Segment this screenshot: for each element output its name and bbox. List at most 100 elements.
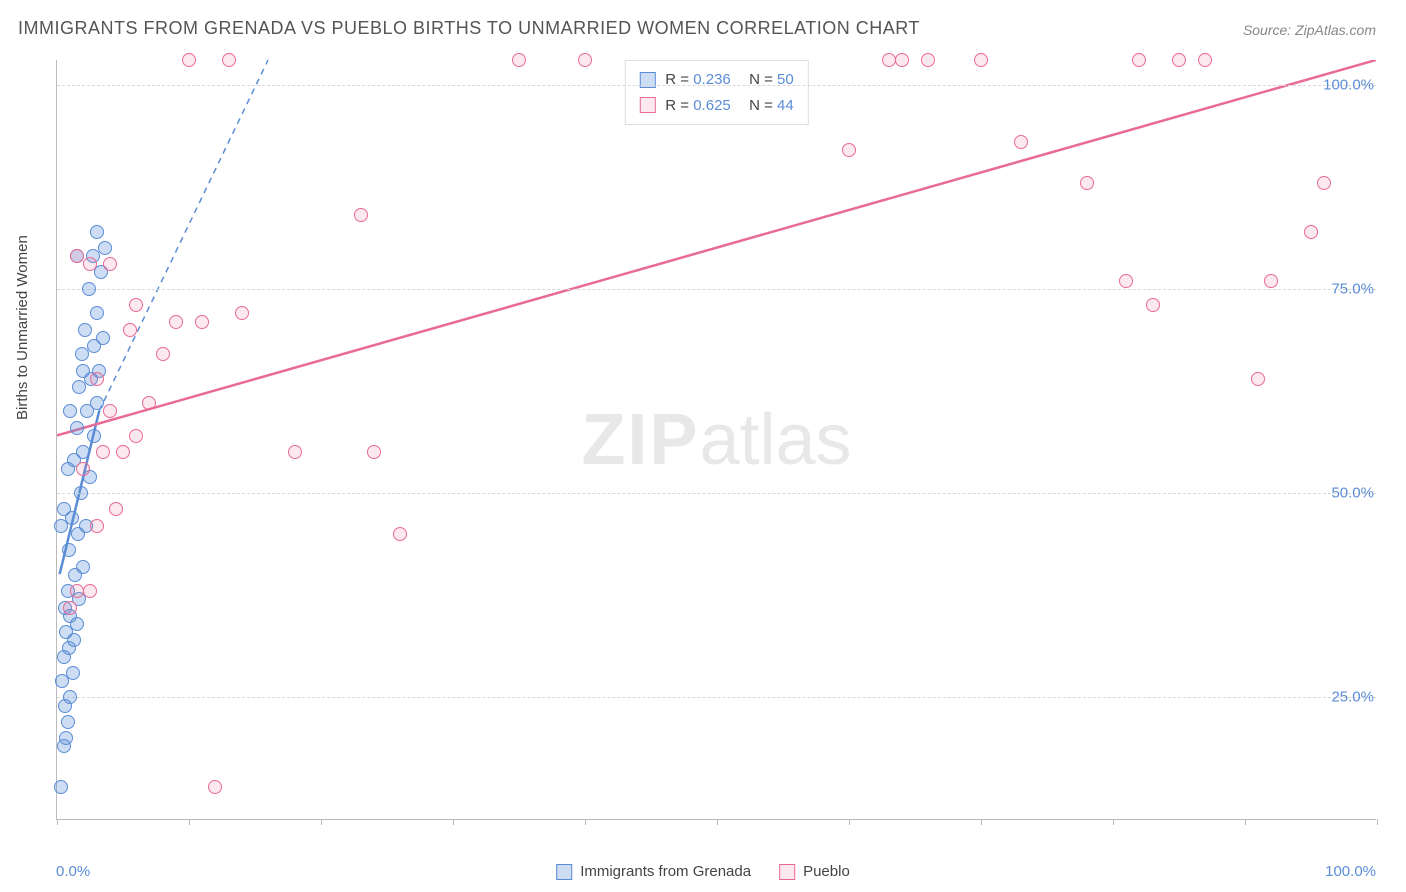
data-point [90, 396, 104, 410]
data-point [1119, 274, 1133, 288]
r-value-pink: 0.625 [693, 97, 731, 114]
data-point [63, 404, 77, 418]
data-point [76, 560, 90, 574]
data-point [98, 241, 112, 255]
data-point [103, 404, 117, 418]
data-point [974, 53, 988, 67]
gridline [57, 493, 1376, 494]
data-point [76, 462, 90, 476]
data-point [895, 53, 909, 67]
data-point [578, 53, 592, 67]
xtick [189, 819, 190, 825]
stats-row-pink: R = 0.625 N = 44 [639, 93, 793, 119]
data-point [54, 780, 68, 794]
data-point [63, 690, 77, 704]
data-point [393, 527, 407, 541]
data-point [87, 429, 101, 443]
data-point [288, 445, 302, 459]
data-point [90, 306, 104, 320]
gridline [57, 289, 1376, 290]
data-point [1264, 274, 1278, 288]
data-point [921, 53, 935, 67]
data-point [109, 502, 123, 516]
swatch-pink-icon [639, 97, 655, 113]
n-label-blue: N = 50 [741, 67, 794, 93]
ytick-label: 50.0% [1331, 485, 1374, 502]
data-point [512, 53, 526, 67]
watermark-bold: ZIP [581, 400, 699, 480]
data-point [90, 372, 104, 386]
data-point [1080, 176, 1094, 190]
xtick [57, 819, 58, 825]
data-point [82, 282, 96, 296]
n-label-pink: N = 44 [741, 93, 794, 119]
legend-item-blue: Immigrants from Grenada [556, 863, 751, 880]
data-point [83, 584, 97, 598]
data-point [76, 364, 90, 378]
data-point [61, 715, 75, 729]
data-point [54, 519, 68, 533]
gridline [57, 85, 1376, 86]
legend-swatch-blue-icon [556, 864, 572, 880]
xtick [717, 819, 718, 825]
bottom-legend: Immigrants from Grenada Pueblo [556, 863, 850, 880]
data-point [195, 315, 209, 329]
y-axis-label: Births to Unmarried Women [14, 235, 31, 420]
data-point [57, 502, 71, 516]
data-point [129, 429, 143, 443]
data-point [156, 347, 170, 361]
data-point [882, 53, 896, 67]
data-point [96, 445, 110, 459]
data-point [61, 462, 75, 476]
data-point [222, 53, 236, 67]
data-point [1146, 298, 1160, 312]
watermark: ZIPatlas [581, 399, 851, 481]
data-point [235, 306, 249, 320]
data-point [96, 331, 110, 345]
data-point [76, 445, 90, 459]
data-point [123, 323, 137, 337]
data-point [103, 257, 117, 271]
data-point [169, 315, 183, 329]
data-point [78, 323, 92, 337]
data-point [90, 519, 104, 533]
data-point [1132, 53, 1146, 67]
legend-label-pink: Pueblo [803, 863, 850, 880]
legend-swatch-pink-icon [779, 864, 795, 880]
xtick-label-0: 0.0% [56, 863, 90, 880]
stats-row-blue: R = 0.236 N = 50 [639, 67, 793, 93]
source-label: Source: ZipAtlas.com [1243, 22, 1376, 38]
data-point [63, 601, 77, 615]
data-point [66, 666, 80, 680]
data-point [842, 143, 856, 157]
xtick [849, 819, 850, 825]
data-point [70, 584, 84, 598]
data-point [1251, 372, 1265, 386]
ytick-label: 25.0% [1331, 689, 1374, 706]
watermark-rest: atlas [699, 400, 851, 480]
r-label-blue: R = 0.236 [665, 67, 730, 93]
data-point [1317, 176, 1331, 190]
data-point [208, 780, 222, 794]
legend-label-blue: Immigrants from Grenada [580, 863, 751, 880]
data-point [59, 731, 73, 745]
data-point [90, 225, 104, 239]
xtick-label-100: 100.0% [1325, 863, 1376, 880]
data-point [1304, 225, 1318, 239]
n-value-pink: 44 [777, 97, 794, 114]
xtick [981, 819, 982, 825]
ytick-label: 100.0% [1323, 76, 1374, 93]
xtick [1113, 819, 1114, 825]
legend-item-pink: Pueblo [779, 863, 850, 880]
data-point [70, 249, 84, 263]
xtick [585, 819, 586, 825]
data-point [62, 543, 76, 557]
ytick-label: 75.0% [1331, 280, 1374, 297]
data-point [129, 298, 143, 312]
trend-lines-svg [57, 60, 1376, 819]
r-label-pink: R = 0.625 [665, 93, 730, 119]
data-point [70, 421, 84, 435]
data-point [142, 396, 156, 410]
data-point [354, 208, 368, 222]
data-point [367, 445, 381, 459]
